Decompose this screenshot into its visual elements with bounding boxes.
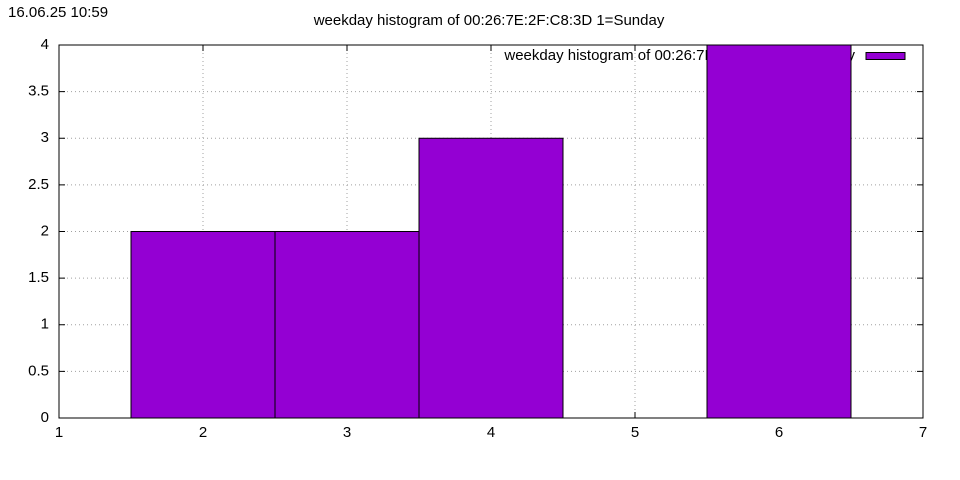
bar bbox=[274, 231, 420, 419]
x-tick-label: 3 bbox=[343, 424, 351, 441]
y-tick-label: 1.5 bbox=[28, 269, 49, 286]
chart-title: weekday histogram of 00:26:7E:2F:C8:3D 1… bbox=[313, 12, 665, 29]
y-tick-label: 0 bbox=[41, 409, 49, 426]
y-tick-label: 2 bbox=[41, 222, 49, 239]
x-tick-label: 1 bbox=[55, 424, 63, 441]
y-tick-label: 4 bbox=[41, 36, 49, 53]
y-tick-label: 2.5 bbox=[28, 176, 49, 193]
y-tick-label: 3.5 bbox=[28, 83, 49, 100]
y-tick-label: 1 bbox=[41, 316, 49, 333]
timestamp: 16.06.25 10:59 bbox=[8, 4, 108, 21]
bar bbox=[130, 231, 276, 419]
x-tick-label: 4 bbox=[487, 424, 495, 441]
x-tick-label: 7 bbox=[919, 424, 927, 441]
x-tick-label: 6 bbox=[775, 424, 783, 441]
plot-border bbox=[58, 44, 924, 419]
x-tick-label: 5 bbox=[631, 424, 639, 441]
y-tick-label: 3 bbox=[41, 129, 49, 146]
x-tick-label: 2 bbox=[199, 424, 207, 441]
bar bbox=[706, 44, 852, 419]
legend-swatch bbox=[865, 52, 906, 60]
bar bbox=[418, 137, 564, 419]
y-tick-label: 0.5 bbox=[28, 362, 49, 379]
